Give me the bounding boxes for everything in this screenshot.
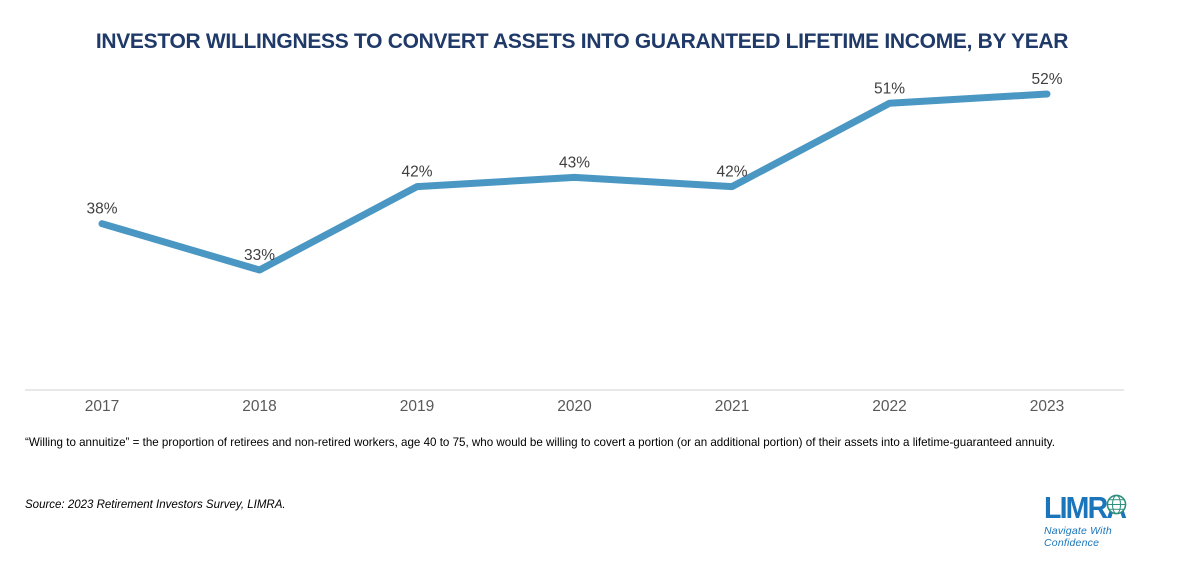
source-note: Source: 2023 Retirement Investors Survey… xyxy=(25,499,286,511)
x-tick-label: 2019 xyxy=(400,398,434,415)
data-label: 38% xyxy=(86,201,117,218)
x-tick-label: 2020 xyxy=(557,398,592,415)
data-label: 33% xyxy=(244,247,275,264)
limra-logo-tagline: Navigate With Confidence xyxy=(1044,525,1112,549)
x-tick-label: 2023 xyxy=(1030,398,1064,415)
chart-title: INVESTOR WILLINGNESS TO CONVERT ASSETS I… xyxy=(95,30,1069,53)
x-tick-label: 2021 xyxy=(715,398,749,415)
x-tick-label: 2022 xyxy=(872,398,906,415)
line-chart: 38% 33% 42% 43% 42% 51% 52% 2017 2018 2019 2020 202… xyxy=(25,71,1124,415)
data-label: 51% xyxy=(874,80,905,97)
footnote: “Willing to annuitize” = the proportion … xyxy=(25,436,1055,449)
data-label: 42% xyxy=(716,164,747,181)
data-label: 52% xyxy=(1031,71,1062,88)
x-tick-label: 2018 xyxy=(242,398,276,415)
x-tick-label: 2017 xyxy=(85,398,119,415)
data-label: 43% xyxy=(559,154,590,171)
limra-logo: LIMRA Navigate With Confidence xyxy=(1044,492,1162,549)
line-series xyxy=(98,90,1051,274)
line-chart-canvas: 38% 33% 42% 43% 42% 51% 52% 2017 2018 2019 2020 202… xyxy=(25,71,1124,415)
globe-icon xyxy=(1106,494,1127,515)
data-label: 42% xyxy=(401,164,432,181)
